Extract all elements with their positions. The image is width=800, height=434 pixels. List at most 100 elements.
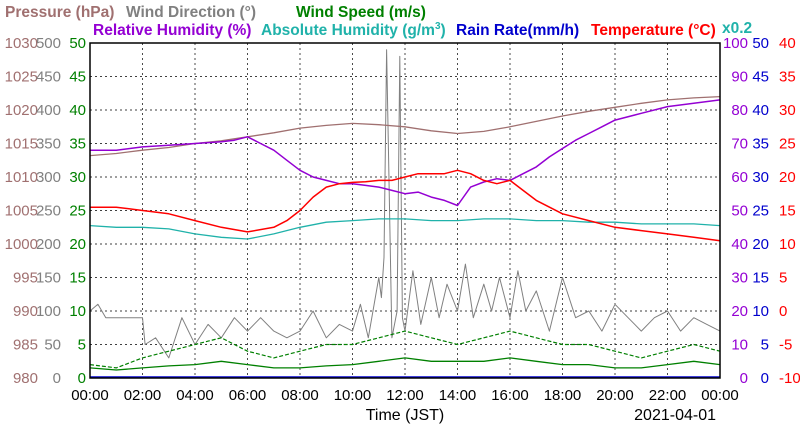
- rain-tick: 30: [752, 169, 769, 186]
- title-absolute-humidity-sup: 3: [435, 21, 441, 32]
- wind-speed-tick: 0: [78, 370, 86, 387]
- wind-direction-tick: 400: [36, 102, 61, 119]
- series-relative-humidity: [90, 99, 721, 207]
- grid-lines: [90, 43, 720, 378]
- title-absolute-humidity-main: Absolute Humidity (g/m: [261, 22, 435, 39]
- rain-tick: 20: [752, 236, 769, 253]
- pressure-tick: 1020: [5, 102, 38, 119]
- x-tick-label: 02:00: [124, 387, 162, 404]
- pressure-tick: 985: [13, 337, 38, 354]
- series-temperature: [90, 169, 721, 242]
- series-absolute-humidity: [89, 218, 721, 240]
- x-tick-label: 16:00: [491, 387, 529, 404]
- pressure-tick: 995: [13, 270, 38, 287]
- y-axes: 1030102510201015101010051000995990985980…: [5, 35, 800, 387]
- wind-speed-tick: 10: [69, 303, 86, 320]
- humidity-tick: 0: [740, 370, 748, 387]
- rain-tick: 35: [752, 136, 769, 153]
- series-wind-gust: [89, 330, 721, 369]
- rain-tick: 50: [752, 35, 769, 52]
- x-tick-label: 04:00: [176, 387, 214, 404]
- abs-humidity-scale-label: x0.2: [722, 20, 752, 37]
- wind-speed-tick: 40: [69, 102, 86, 119]
- rain-tick: 40: [752, 102, 769, 119]
- title-wind-speed: Wind Speed (m/s): [296, 4, 426, 21]
- temperature-tick: -5: [779, 337, 792, 354]
- humidity-tick: 10: [731, 337, 748, 354]
- wind-direction-tick: 450: [36, 69, 61, 86]
- humidity-tick: 80: [731, 102, 748, 119]
- x-tick-label: 12:00: [386, 387, 424, 404]
- pressure-tick: 1010: [5, 169, 38, 186]
- rain-tick: 45: [752, 69, 769, 86]
- humidity-tick: 20: [731, 303, 748, 320]
- title-temperature: Temperature (°C): [591, 22, 716, 39]
- plot-frame: [89, 42, 721, 379]
- title-absolute-humidity-end: ): [441, 22, 446, 39]
- x-tick-label: 08:00: [281, 387, 319, 404]
- humidity-tick: 50: [731, 203, 748, 220]
- wind-speed-tick: 5: [78, 337, 86, 354]
- humidity-tick: 60: [731, 169, 748, 186]
- wind-speed-tick: 35: [69, 136, 86, 153]
- pressure-tick: 1005: [5, 203, 38, 220]
- temperature-tick: 35: [779, 69, 796, 86]
- rain-tick: 5: [761, 337, 769, 354]
- temperature-tick: 25: [779, 136, 796, 153]
- wind-direction-tick: 500: [36, 35, 61, 52]
- series-layer: [89, 49, 721, 378]
- wind-direction-tick: 200: [36, 236, 61, 253]
- title-relative-humidity: Relative Humidity (%): [93, 22, 251, 39]
- pressure-tick: 980: [13, 370, 38, 387]
- pressure-tick: 1025: [5, 69, 38, 86]
- wind-direction-tick: 350: [36, 136, 61, 153]
- date-label: 2021-04-01: [634, 407, 716, 424]
- wind-direction-tick: 50: [44, 337, 61, 354]
- rain-tick: 10: [752, 303, 769, 320]
- x-tick-label: 14:00: [439, 387, 477, 404]
- temperature-tick: 40: [779, 35, 796, 52]
- wind-speed-tick: 25: [69, 203, 86, 220]
- temperature-tick: -10: [779, 370, 800, 387]
- title-absolute-humidity: Absolute Humidity (g/m3): [261, 21, 446, 39]
- pressure-tick: 1030: [5, 35, 38, 52]
- wind-speed-tick: 20: [69, 236, 86, 253]
- humidity-tick: 30: [731, 270, 748, 287]
- x-axis-label: Time (JST): [366, 407, 445, 424]
- wind-direction-tick: 250: [36, 203, 61, 220]
- pressure-tick: 990: [13, 303, 38, 320]
- x-tick-label: 20:00: [596, 387, 634, 404]
- humidity-tick: 70: [731, 136, 748, 153]
- rain-tick: 0: [761, 370, 769, 387]
- wind-speed-tick: 30: [69, 169, 86, 186]
- wind-direction-tick: 0: [53, 370, 61, 387]
- wind-speed-tick: 45: [69, 69, 86, 86]
- humidity-tick: 100: [723, 35, 748, 52]
- x-tick-label: 00:00: [701, 387, 739, 404]
- wind-direction-tick: 150: [36, 270, 61, 287]
- x-axis-ticks: 00:00 02:00 04:00 06:00 08:00 10:00 12:00 14:00…: [71, 387, 739, 404]
- temperature-tick: 15: [779, 203, 796, 220]
- x-tick-label: 22:00: [649, 387, 687, 404]
- pressure-tick: 1000: [5, 236, 38, 253]
- wind-speed-tick: 15: [69, 270, 86, 287]
- temperature-tick: 30: [779, 102, 796, 119]
- humidity-tick: 90: [731, 69, 748, 86]
- wind-direction-tick: 100: [36, 303, 61, 320]
- humidity-tick: 40: [731, 236, 748, 253]
- series-wind-direction: [89, 49, 721, 359]
- x-tick-label: 10:00: [334, 387, 372, 404]
- temperature-tick: 10: [779, 236, 796, 253]
- rain-tick: 25: [752, 203, 769, 220]
- x-tick-label: 18:00: [544, 387, 582, 404]
- rain-tick: 15: [752, 270, 769, 287]
- x-tick-label: 06:00: [229, 387, 267, 404]
- title-rain-rate: Rain Rate(mm/h): [456, 22, 579, 39]
- title-wind-direction: Wind Direction (°): [126, 4, 256, 21]
- temperature-tick: 20: [779, 169, 796, 186]
- wind-direction-tick: 300: [36, 169, 61, 186]
- pressure-tick: 1015: [5, 136, 38, 153]
- temperature-tick: 5: [779, 270, 787, 287]
- wind-speed-tick: 50: [69, 35, 86, 52]
